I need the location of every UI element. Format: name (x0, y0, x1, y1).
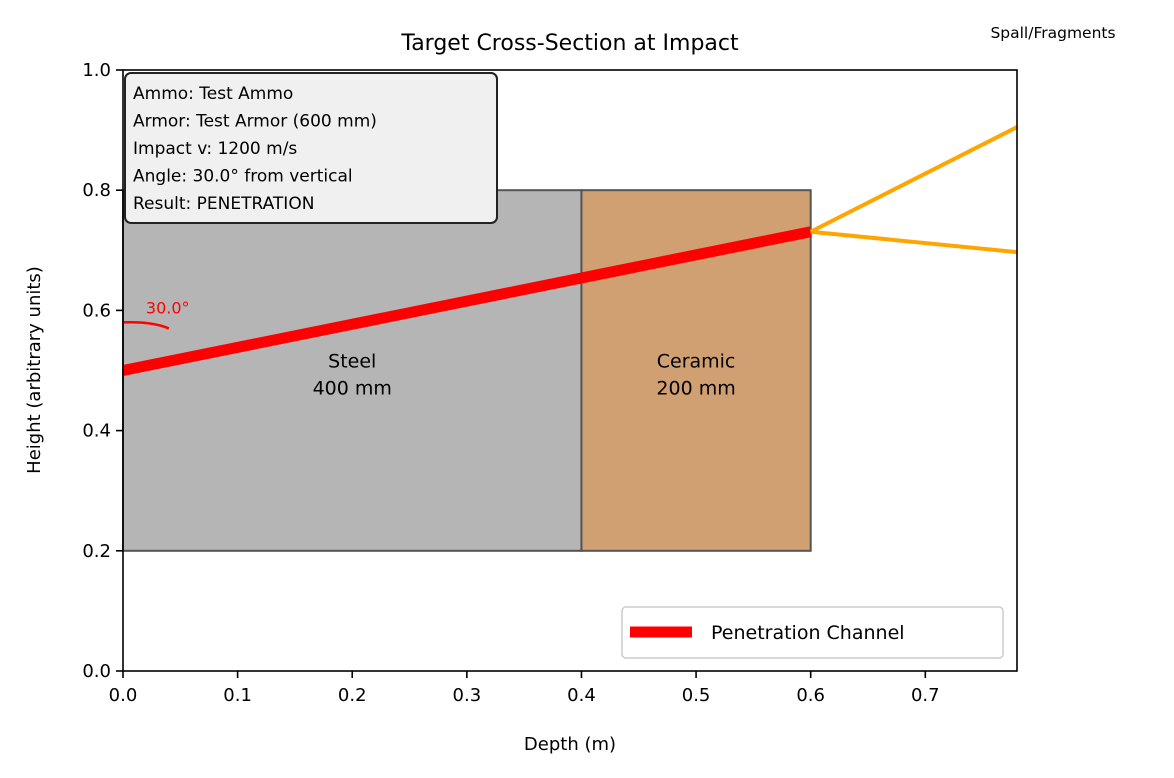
y-tick-label: 0.2 (82, 541, 111, 562)
plot-area: Steel 400 mm Ceramic 200 mm 30.0° 0.0 0.1 0.2 0.… (82, 60, 1018, 706)
y-tick-label: 0.4 (82, 421, 111, 442)
info-box-line: Result: PENETRATION (133, 194, 314, 214)
y-axis-label: Height (arbitrary units) (24, 266, 45, 474)
layer-name: Steel (328, 351, 376, 373)
y-tick-label: 1.0 (82, 60, 111, 81)
layer-name: Ceramic (657, 351, 736, 373)
fragments-label: Spall/Fragments (990, 24, 1115, 42)
y-tick-label: 0.8 (82, 180, 111, 201)
fragment-line-2 (810, 229, 1018, 255)
info-box-frame (124, 72, 498, 224)
angle-arc (122, 321, 170, 330)
layer-label-steel: Steel 400 mm (313, 351, 392, 400)
layer-steel (122, 189, 583, 552)
penetration-channel-line (121, 226, 812, 376)
x-tick-label: 0.5 (682, 685, 711, 706)
info-box-line: Angle: 30.0° from vertical (133, 167, 353, 187)
fragment-line-1 (809, 125, 1018, 234)
y-tick-label: 0.0 (82, 661, 111, 682)
legend-frame (621, 606, 1004, 659)
axes-frame (122, 69, 1018, 672)
legend: Penetration Channel (621, 606, 1004, 659)
layer-thickness: 400 mm (313, 378, 392, 400)
x-tick-label: 0.7 (911, 685, 940, 706)
angle-label: 30.0° (146, 298, 190, 317)
x-tick-label: 0.0 (109, 685, 138, 706)
info-box-line: Ammo: Test Ammo (133, 84, 293, 104)
layer-label-ceramic: Ceramic 200 mm (656, 351, 735, 400)
chart-title: Target Cross-Section at Impact (400, 31, 739, 56)
legend-label: Penetration Channel (711, 622, 905, 644)
x-tick-label: 0.1 (223, 685, 252, 706)
x-tick-label: 0.2 (338, 685, 367, 706)
info-box-line: Impact v: 1200 m/s (133, 139, 297, 159)
info-box-line: Armor: Test Armor (600 mm) (133, 112, 377, 132)
x-tick-label: 0.3 (453, 685, 482, 706)
x-tick-label: 0.4 (567, 685, 596, 706)
y-tick-label: 0.6 (82, 300, 111, 321)
info-box: Ammo: Test Ammo Armor: Test Armor (600 mm… (124, 72, 498, 224)
x-tick-label: 0.6 (796, 685, 825, 706)
x-axis-label: Depth (m) (524, 734, 616, 755)
layer-thickness: 200 mm (656, 378, 735, 400)
